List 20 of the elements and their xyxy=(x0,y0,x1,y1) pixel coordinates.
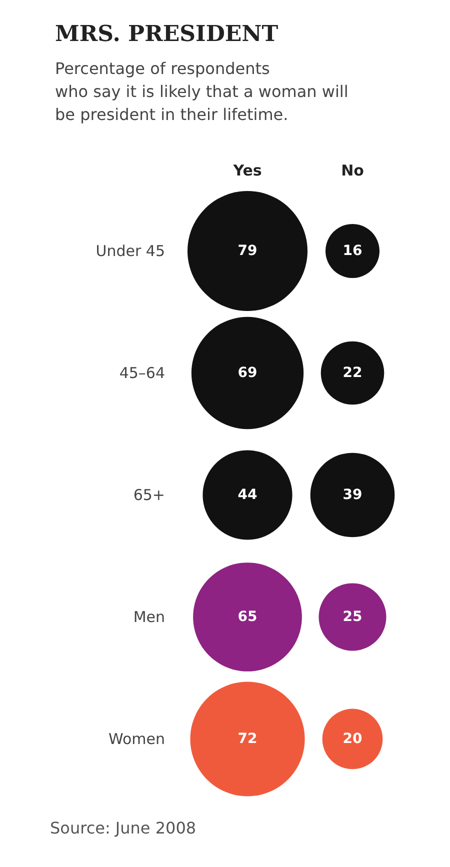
data-label: 79 xyxy=(238,243,258,259)
data-label: 72 xyxy=(238,731,258,747)
data-label: 22 xyxy=(342,365,362,381)
text: 65+ xyxy=(133,486,165,504)
series-label: Under 45 xyxy=(96,242,165,260)
source-note: Source: June 2008 xyxy=(50,818,196,838)
series-label: Women xyxy=(108,730,165,748)
series-label: 45–64 xyxy=(119,364,165,382)
data-label: 16 xyxy=(342,243,362,259)
data-label: 25 xyxy=(342,609,362,625)
category-label: No xyxy=(341,162,364,180)
category-label: Yes xyxy=(232,162,262,180)
data-label: 69 xyxy=(238,365,258,381)
text: Percentage of respondents who say it is likely that a woman will be president in their lifetime. xyxy=(55,59,348,124)
data-label: 39 xyxy=(342,487,362,503)
data-label: 65 xyxy=(238,609,258,625)
data-label: 20 xyxy=(342,731,362,747)
text: MRS. PRESIDENT xyxy=(55,21,279,47)
data-label: 44 xyxy=(238,487,258,503)
series-label: Men xyxy=(133,608,165,626)
